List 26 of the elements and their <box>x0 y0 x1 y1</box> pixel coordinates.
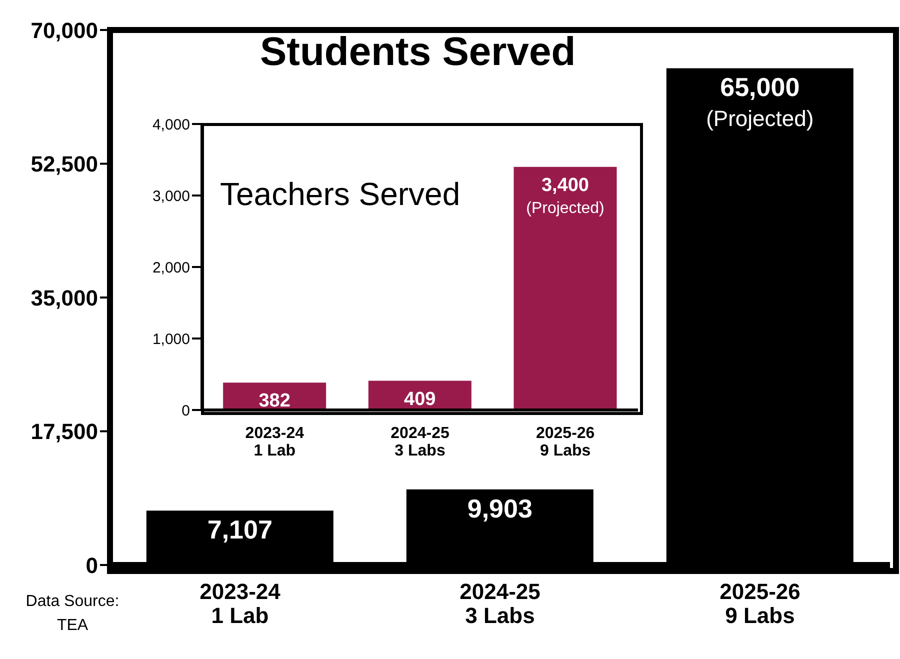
chart-title: Students Served <box>260 30 576 75</box>
bar <box>514 166 617 410</box>
y-tick-label: 1,000 <box>152 330 190 348</box>
y-tick-label: 70,000 <box>30 18 98 43</box>
x-tick-label: 2024-25 3 Labs <box>390 425 450 460</box>
x-tick-label: 2023-24 1 Lab <box>200 579 282 628</box>
y-tick-label: 3,000 <box>152 188 190 205</box>
x-tick-label: 2024-25 3 Labs <box>460 579 540 628</box>
x-tick-label: 2025-26 9 Labs <box>536 425 595 460</box>
text: Teachers Served <box>220 176 460 213</box>
data-label: 65,000 (Projected) <box>706 72 814 132</box>
data-label: 3,400 (Projected) <box>526 174 604 217</box>
x-tick-label: 2025-26 9 Labs <box>720 579 800 628</box>
y-tick-label: 17,500 <box>30 419 98 444</box>
y-tick-label: 35,000 <box>30 285 98 310</box>
y-tick-label: 2,000 <box>152 259 190 276</box>
x-tick-label: 2023-24 1 Lab <box>245 425 304 460</box>
source-note: Data Source: TEA <box>24 592 120 636</box>
data-label: 9,903 <box>467 493 532 524</box>
data-label: 409 <box>404 388 436 410</box>
y-tick-label: 0 <box>86 552 98 578</box>
y-tick-label: 52,500 <box>30 152 98 177</box>
y-tick-label: 0 <box>182 402 190 420</box>
data-label: 7,107 <box>207 514 272 545</box>
data-label: 382 <box>258 390 290 412</box>
y-tick-label: 4,000 <box>152 116 190 134</box>
